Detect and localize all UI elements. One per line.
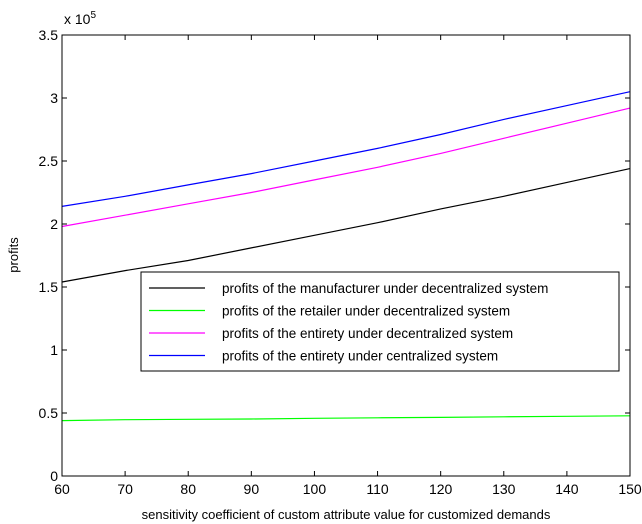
legend-label-1: profits of the manufacturer under decent… — [222, 281, 548, 296]
y-tick-label: 0.5 — [39, 405, 59, 421]
y-tick-label: 3 — [50, 90, 58, 106]
legend-label-3: profits of the entirety under decentrali… — [222, 326, 513, 341]
series-line-2 — [61, 415, 631, 422]
series-line-1 — [61, 168, 631, 283]
series-line-4 — [61, 91, 631, 207]
legend: profits of the manufacturer under decent… — [140, 271, 620, 372]
x-tick-labels: 60 70 80 90 100 110 120 130 140 150 — [54, 481, 642, 497]
y-tick-label: 1.5 — [39, 279, 59, 295]
x-tick-label: 90 — [244, 481, 260, 497]
legend-label-4: profits of the entirety under centralize… — [222, 349, 498, 364]
x-tick-label: 120 — [429, 481, 453, 497]
y-tick-label: 2.5 — [39, 153, 59, 169]
series-lines — [61, 91, 631, 422]
x-tick-label: 70 — [117, 481, 133, 497]
x-tick-label: 80 — [180, 481, 196, 497]
x-tick-label: 130 — [492, 481, 516, 497]
legend-box — [140, 271, 620, 372]
y-tick-label: 3.5 — [39, 27, 59, 43]
y-tick-label: 1 — [50, 342, 58, 358]
x-tick-label: 100 — [303, 481, 327, 497]
y-tick-label: 0 — [50, 468, 58, 484]
y-tick-label: 2 — [50, 216, 58, 232]
legend-label-2: profits of the retailer under decentrali… — [222, 304, 510, 319]
y-multiplier: x 105 — [64, 10, 96, 27]
x-tick-label: 110 — [366, 481, 389, 497]
x-tick-label: 60 — [54, 481, 70, 497]
axis-ticks — [61, 34, 631, 477]
y-axis-label: profits — [6, 237, 21, 273]
x-tick-label: 150 — [618, 481, 642, 497]
x-tick-label: 140 — [555, 481, 579, 497]
series-line-3 — [61, 107, 631, 228]
y-tick-labels: 0 0.5 1 1.5 2 2.5 3 3.5 — [39, 27, 59, 484]
plot-frame — [61, 34, 631, 477]
x-axis-label: sensitivity coefficient of custom attrib… — [142, 507, 551, 522]
